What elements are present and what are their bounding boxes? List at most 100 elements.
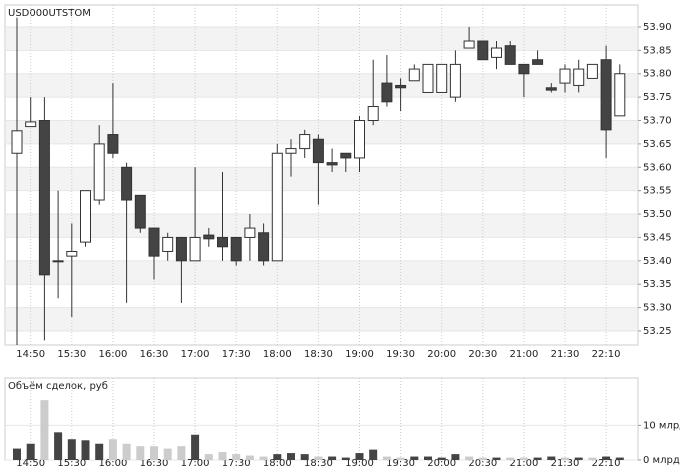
y-tick-label: 53.65 (643, 139, 672, 150)
candle-body (52, 260, 64, 263)
x-tick-label: 18:30 (304, 458, 333, 469)
x-tick-label: 15:30 (57, 349, 86, 360)
candle-body (600, 59, 612, 131)
x-tick-label: 16:30 (140, 349, 169, 360)
x-tick-label: 17:30 (222, 458, 251, 469)
grid-band (6, 260, 637, 285)
candle-body (436, 63, 448, 93)
x-tick-label: 20:00 (427, 349, 456, 360)
x-tick-label: 17:30 (222, 349, 251, 360)
x-tick-label: 15:30 (57, 458, 86, 469)
candle-body (38, 120, 50, 276)
volume-bar (382, 456, 391, 460)
volume-bar (396, 457, 405, 460)
volume-bar (478, 457, 487, 460)
y-tick-label: 53.70 (643, 116, 672, 127)
volume-bar (136, 446, 145, 460)
volume-bar (163, 448, 172, 460)
candle-body (258, 232, 270, 262)
y-tick-label: 53.80 (643, 69, 672, 80)
volume-bar (259, 456, 268, 460)
volume-bar (13, 448, 21, 460)
x-tick-label: 19:00 (345, 349, 374, 360)
volume-bar (574, 457, 583, 460)
candle-body (381, 82, 393, 103)
grid-band (6, 26, 637, 51)
volume-bar (300, 454, 309, 460)
volume-bar (67, 439, 76, 460)
x-tick-label: 18:00 (263, 349, 292, 360)
volume-bar (588, 457, 597, 460)
y-tick-label: 53.30 (643, 303, 672, 314)
candle-body (367, 105, 379, 122)
candle-body (93, 143, 105, 201)
volume-bar (369, 449, 378, 460)
volume-bar (150, 446, 158, 460)
y-tick-label: 53.85 (643, 45, 672, 56)
x-tick-label: 22:10 (592, 458, 621, 469)
candle-body (189, 236, 201, 262)
volume-bar (245, 455, 254, 460)
volume-bar (410, 456, 419, 460)
x-tick-label: 16:00 (98, 349, 127, 360)
volume-bar (519, 457, 528, 460)
candle-body (545, 87, 557, 91)
volume-bar (232, 454, 241, 460)
x-tick-label: 21:30 (551, 349, 580, 360)
x-tick-label: 16:00 (98, 458, 127, 469)
candle-body (518, 63, 530, 75)
y-tick-label: 53.60 (643, 162, 672, 173)
candle-body (66, 250, 78, 257)
volume-bar (108, 439, 117, 460)
volume-bar (437, 457, 446, 460)
candle-body (230, 236, 242, 262)
y-tick-label: 53.40 (643, 256, 672, 267)
x-tick-label: 19:30 (386, 349, 415, 360)
volume-bar (218, 452, 227, 460)
x-tick-label: 14:50 (16, 458, 45, 469)
candle-body (491, 47, 502, 58)
volume-bar (273, 454, 282, 460)
volume-bar (341, 457, 350, 460)
candle-body (532, 59, 544, 65)
volume-bar (177, 446, 186, 460)
candle-body (107, 134, 119, 154)
x-tick-label: 19:00 (345, 458, 374, 469)
y-tick-label: 53.45 (643, 232, 672, 243)
x-tick-label: 22:10 (592, 349, 621, 360)
volume-bar (451, 454, 460, 460)
y-tick-label: 53.35 (643, 279, 672, 290)
candle-body (559, 68, 571, 84)
candle-body (573, 68, 585, 86)
volume-title: Объём сделок, руб (8, 381, 108, 392)
candle-body (217, 236, 228, 248)
candle-body (586, 63, 598, 79)
x-tick-label: 16:30 (140, 458, 169, 469)
candle-body (299, 134, 311, 150)
volume-bar (561, 457, 569, 460)
grid-band (6, 307, 637, 331)
grid-band (6, 167, 637, 191)
candle-body (408, 68, 420, 82)
x-tick-label: 21:00 (509, 458, 538, 469)
candle-body (312, 138, 324, 164)
candle-body (614, 73, 626, 117)
volume-bar (314, 456, 323, 460)
volume-bar (54, 432, 63, 460)
volume-bar (204, 454, 213, 460)
y-tick-label: 53.50 (643, 209, 672, 220)
candle-body (80, 190, 91, 243)
x-tick-label: 19:30 (386, 458, 415, 469)
volume-bar (191, 434, 200, 460)
candle-body (340, 152, 352, 159)
candle-body (175, 236, 187, 262)
volume-bar (465, 456, 474, 460)
x-tick-label: 17:00 (181, 458, 210, 469)
x-tick-label: 18:00 (263, 458, 292, 469)
candle-body (25, 121, 37, 128)
candle-body (422, 63, 434, 93)
y-tick-label: 0 млрд (643, 455, 680, 466)
volume-bar (26, 443, 35, 460)
volume-bar (602, 456, 611, 460)
x-tick-label: 17:00 (181, 349, 210, 360)
